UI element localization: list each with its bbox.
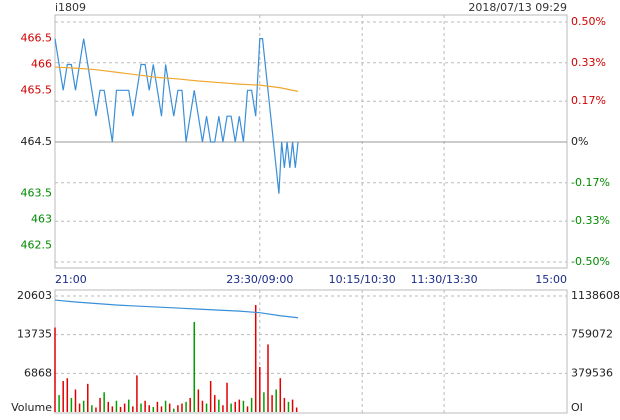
volume-bar [58, 395, 60, 412]
volume-bar [254, 305, 257, 412]
y2-tick-label: 759072 [571, 328, 613, 341]
price-line [54, 299, 299, 319]
volume-bar [152, 406, 155, 412]
volume-bar [205, 403, 208, 412]
x-tick-label: 11:30/13:30 [411, 273, 478, 286]
volume-bar [87, 383, 89, 412]
price-line [54, 66, 299, 92]
y-axis-label: Volume [11, 401, 52, 414]
volume-bar [99, 397, 101, 412]
y-tick-label: 464.5 [21, 135, 53, 148]
y2-tick-label: 0.33% [571, 56, 606, 69]
volume-bar [259, 366, 261, 412]
price-line [54, 38, 299, 194]
y2-tick-label: -0.50% [571, 255, 610, 268]
volume-bar [287, 401, 290, 412]
volume-bar [238, 399, 241, 412]
volume-bar [136, 375, 138, 412]
timestamp: 2018/07/13 09:29 [468, 1, 567, 14]
volume-bar [181, 403, 183, 412]
volume-bar [111, 406, 114, 412]
volume-bar [193, 321, 196, 412]
volume-frame [54, 289, 568, 414]
volume-bar [234, 401, 236, 412]
y-tick-label: 6868 [24, 366, 52, 379]
y2-tick-label: -0.17% [571, 176, 610, 189]
volume-bar [91, 405, 93, 412]
volume-bar [144, 400, 146, 412]
volume-bar [267, 344, 269, 412]
volume-bar [263, 392, 265, 412]
volume-bar [230, 403, 232, 412]
y-tick-label: 13735 [17, 328, 52, 341]
volume-bar [185, 401, 187, 412]
y2-tick-label: 0% [571, 135, 588, 148]
x-tick-label: 10:15/10:30 [329, 273, 396, 286]
y-tick-label: 463 [31, 213, 52, 226]
volume-bar [189, 397, 191, 412]
volume-bar [295, 407, 298, 412]
volume-bar [103, 392, 105, 412]
y-tick-label: 20603 [17, 289, 52, 302]
volume-bar [140, 403, 142, 412]
y-tick-label: 463.5 [21, 187, 53, 200]
volume-bar [283, 397, 286, 412]
volume-bar [168, 403, 171, 412]
volume-bar [95, 407, 97, 412]
y2-tick-label: -0.33% [571, 214, 610, 227]
volume-bar [132, 406, 134, 412]
volume-bar [197, 389, 200, 412]
volume-bar [62, 381, 64, 412]
volume-bar [242, 400, 245, 412]
volume-bar [173, 408, 175, 412]
volume-bar [291, 399, 294, 412]
y-tick-label: 466.5 [21, 32, 53, 45]
volume-bar [156, 401, 159, 412]
volume-bar [148, 405, 150, 412]
volume-bar [271, 395, 273, 412]
volume-bar [119, 406, 122, 412]
volume-bar [107, 401, 109, 412]
volume-bar [209, 381, 212, 412]
volume-bar [177, 405, 179, 412]
volume-bar [201, 400, 204, 412]
y2-tick-label: 1138608 [571, 289, 620, 302]
volume-bar [279, 378, 282, 412]
volume-bar [115, 400, 118, 412]
y-tick-label: 465.5 [21, 83, 53, 96]
volume-bar [226, 382, 228, 412]
volume-bar [164, 400, 167, 412]
y2-tick-label: 0.17% [571, 94, 606, 107]
volume-bar [127, 399, 130, 412]
volume-bar [246, 406, 249, 412]
volume-bar [82, 400, 85, 412]
volume-bar [66, 378, 69, 412]
volume-bar [275, 389, 277, 412]
volume-bar [123, 403, 126, 412]
y2-axis-label: OI [571, 401, 583, 414]
y-tick-label: 466 [31, 57, 52, 70]
volume-bar [54, 327, 56, 412]
x-tick-label: 15:00 [535, 273, 567, 286]
volume-bar [218, 399, 220, 412]
volume-bar [74, 389, 77, 412]
volume-bar [70, 397, 73, 412]
y2-tick-label: 0.50% [571, 15, 606, 28]
y2-tick-label: 379536 [571, 366, 613, 379]
y-tick-label: 462.5 [21, 238, 53, 251]
volume-bar [222, 405, 224, 412]
volume-bar [213, 395, 216, 412]
volume-bar [160, 406, 163, 412]
x-tick-label: 21:00 [55, 273, 87, 286]
volume-bar [78, 403, 81, 412]
x-tick-label: 23:30/09:00 [226, 273, 293, 286]
chart-title: i1809 [55, 1, 86, 14]
volume-bar [250, 397, 253, 412]
